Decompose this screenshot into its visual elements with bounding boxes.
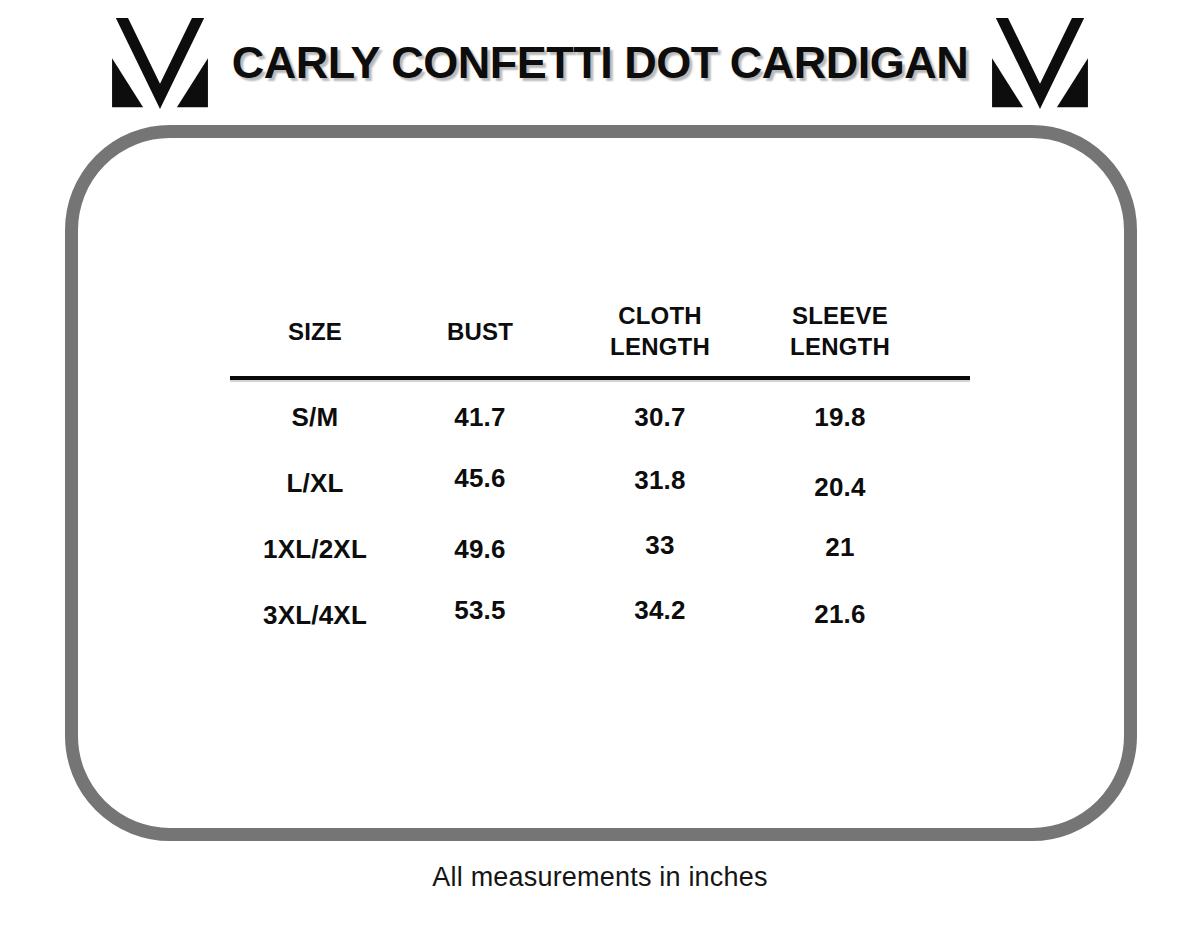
column-header-sleeve-length: SLEEVE LENGTH: [760, 300, 920, 362]
column-header-bust: BUST: [400, 316, 560, 347]
header: CARLY CONFETTI DOT CARDIGAN: [0, 16, 1200, 110]
cloth-length-value: 30.7: [560, 402, 760, 433]
sleeve-length-value: 20.4: [760, 472, 920, 503]
table-row: 3XL/4XL 53.5 34.2 21.6: [230, 582, 970, 648]
table-body: S/M 41.7 30.7 19.8 L/XL 45.6 31.8 20.4 1…: [230, 384, 970, 648]
size-value: 3XL/4XL: [230, 600, 400, 631]
table-row: 1XL/2XL 49.6 33 21: [230, 516, 970, 582]
table-row: S/M 41.7 30.7 19.8: [230, 384, 970, 450]
cloth-length-value: 31.8: [560, 465, 760, 496]
size-table: SIZE BUST CLOTH LENGTH SLEEVE LENGTH S/M…: [230, 292, 970, 648]
size-value: S/M: [230, 402, 400, 433]
sleeve-length-value: 21.6: [760, 599, 920, 630]
table-header-row: SIZE BUST CLOTH LENGTH SLEEVE LENGTH: [230, 292, 970, 370]
bust-value: 41.7: [400, 402, 560, 433]
page-title: CARLY CONFETTI DOT CARDIGAN: [226, 37, 975, 89]
size-value: 1XL/2XL: [230, 534, 400, 565]
header-divider-line: [230, 376, 970, 380]
brand-m-logo-icon: [108, 16, 212, 110]
column-header-size: SIZE: [230, 316, 400, 347]
cloth-length-value: 34.2: [560, 595, 760, 626]
bust-value: 49.6: [400, 534, 560, 565]
size-value: L/XL: [230, 468, 400, 499]
cloth-length-value: 33: [560, 530, 760, 561]
sleeve-length-value: 19.8: [760, 402, 920, 433]
column-header-cloth-length: CLOTH LENGTH: [560, 300, 760, 362]
table-row: L/XL 45.6 31.8 20.4: [230, 450, 970, 516]
brand-m-logo-icon: [988, 16, 1092, 110]
sleeve-length-value: 21: [760, 532, 920, 563]
measurements-note: All measurements in inches: [0, 862, 1200, 893]
bust-value: 45.6: [400, 463, 560, 494]
bust-value: 53.5: [400, 595, 560, 626]
